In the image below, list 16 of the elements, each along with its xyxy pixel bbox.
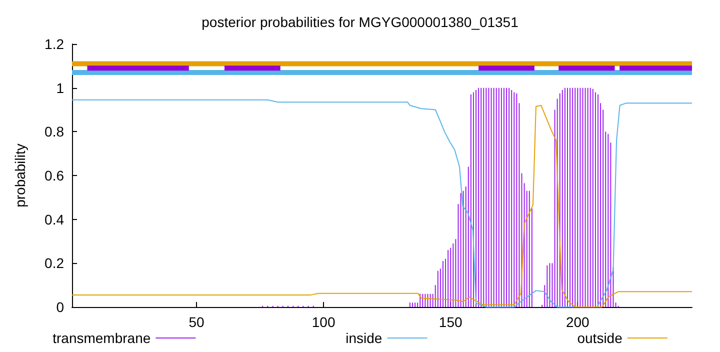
y-tick-label: 0.8 bbox=[44, 124, 64, 140]
y-tick-label: 0.4 bbox=[44, 211, 64, 228]
y-axis-title: probability bbox=[12, 144, 28, 208]
x-tick-label: 100 bbox=[312, 314, 336, 330]
legend-label: transmembrane bbox=[52, 330, 151, 346]
y-tick-label: 0.6 bbox=[44, 168, 64, 184]
y-tick-label: 1.2 bbox=[44, 36, 64, 52]
y-tick-label: 0 bbox=[56, 299, 64, 315]
x-tick-label: 50 bbox=[188, 314, 205, 330]
chart-title: posterior probabilities for MGYG000001380_01351 bbox=[202, 14, 519, 30]
x-tick-label: 150 bbox=[438, 314, 462, 330]
y-tick-label: 1 bbox=[56, 80, 64, 96]
legend-label: inside bbox=[346, 330, 382, 346]
legend-label: outside bbox=[577, 330, 623, 346]
y-tick-label: 0.2 bbox=[44, 255, 64, 272]
x-tick-label: 200 bbox=[566, 314, 590, 330]
